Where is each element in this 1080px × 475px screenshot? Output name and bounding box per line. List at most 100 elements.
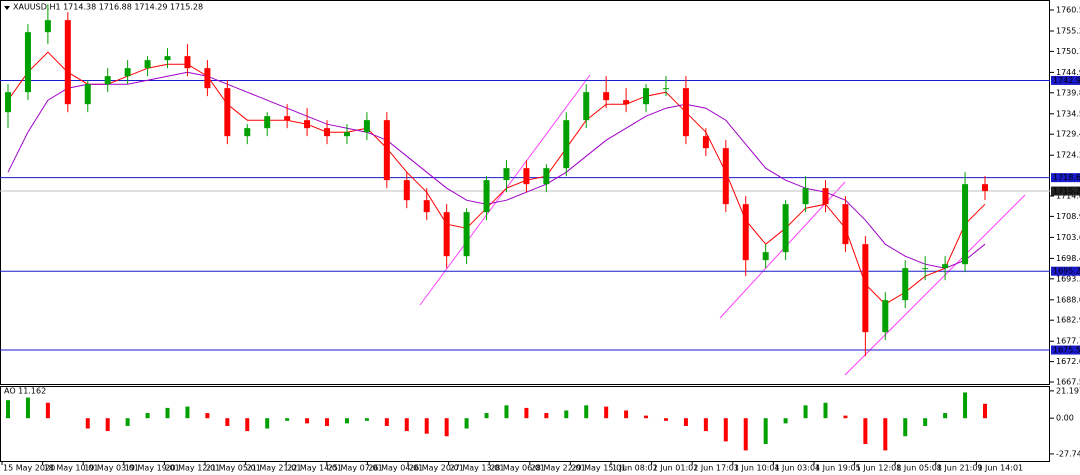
ao-bar (863, 418, 868, 444)
ao-bar (45, 402, 50, 419)
ao-bar (903, 418, 908, 437)
candle-body (443, 212, 450, 257)
candle-body (503, 168, 510, 181)
candle-body (343, 132, 350, 137)
x-tick-label: 9 Jun 14:01 (977, 464, 1023, 473)
ao-y-tick-label: 21.197 (1056, 386, 1080, 395)
ao-bar (524, 407, 529, 419)
candle-body (623, 100, 630, 105)
moving-average (7, 51, 986, 305)
candle-body (662, 88, 669, 90)
price-panel (0, 0, 1050, 385)
candle-body (583, 92, 590, 121)
ao-bar (683, 418, 688, 426)
ao-bar (424, 418, 429, 434)
y-tick-label: 1688.09 (1056, 295, 1080, 304)
x-tick-label: 5 Jun 12:01 (856, 464, 902, 473)
x-tick-label: 26 May 20:01 (409, 464, 464, 473)
candle-body (224, 88, 231, 137)
x-tick-label: 8 Jun 21:01 (937, 464, 983, 473)
ao-bar (484, 413, 489, 419)
level-box (1051, 266, 1080, 276)
x-tick-label: 28 May 06:01 (490, 464, 545, 473)
y-tick-label: 1739.84 (1056, 88, 1080, 97)
candle-body (84, 84, 91, 105)
level-box (1051, 75, 1080, 85)
x-tick-label: 21 May 21:01 (247, 464, 302, 473)
x-tick-label: 18 May 10:01 (44, 464, 99, 473)
candle-body (802, 188, 809, 205)
ao-bar (364, 418, 369, 421)
y-tick-label: 1693.34 (1056, 274, 1080, 283)
ao-bar (165, 407, 170, 419)
ao-bar (404, 418, 409, 432)
level-label: 1675.53 (1053, 346, 1080, 355)
candle-body (483, 180, 490, 213)
x-tick-label: 29 May 15:01 (571, 464, 626, 473)
candle-body (104, 76, 111, 85)
ao-bar (265, 418, 270, 429)
candle-body (982, 184, 988, 192)
candle-body (882, 300, 889, 333)
level-label: 1742.93 (1053, 76, 1080, 85)
ao-bar (963, 392, 968, 419)
ao-bar (923, 418, 928, 426)
x-tick-label: 4 Jun 19:01 (815, 464, 861, 473)
candle-body (682, 88, 689, 137)
current-price-label: 1715.28 (1053, 187, 1080, 196)
candle-body (244, 128, 251, 137)
candle-body (5, 92, 11, 113)
x-tick-label: 1 Jun 08:01 (612, 464, 658, 473)
y-tick-label: 1708.94 (1056, 212, 1080, 221)
x-tick-label: 19 May 03:01 (84, 464, 139, 473)
y-tick-label: 1714.04 (1056, 192, 1080, 201)
candle-body (324, 128, 331, 137)
ao-bar (205, 413, 210, 419)
ao-panel (0, 386, 1050, 462)
trendlines (419, 74, 1026, 376)
candle-body (543, 168, 550, 185)
y-tick-label: 1677.74 (1056, 337, 1080, 346)
ao-bar (504, 405, 509, 419)
x-tick-label: 27 May 13:01 (450, 464, 505, 473)
y-tick-label: 1703.69 (1056, 233, 1080, 242)
candle-body (284, 116, 291, 121)
candle-body (722, 148, 729, 205)
y-tick-label: 1744.94 (1056, 68, 1080, 77)
candle-body (403, 180, 410, 201)
x-tick-label: 25 May 07:01 (328, 464, 383, 473)
candle-body (264, 116, 271, 129)
ao-title: AO 11.162 (4, 387, 46, 396)
x-tick-label: 19 May 19:01 (125, 464, 180, 473)
ao-bar (384, 418, 389, 426)
ao-bar (723, 418, 728, 442)
candle-body (124, 68, 131, 77)
candle-body (762, 252, 769, 261)
menu-arrow[interactable] (4, 6, 10, 10)
ao-bar (185, 406, 190, 419)
x-tick-label: 8 Jun 05:01 (896, 464, 942, 473)
x-tick-label: 3 Jun 10:01 (734, 464, 780, 473)
ao-bar (943, 413, 948, 419)
ao-bar (105, 418, 110, 432)
candle-body (523, 168, 530, 185)
ao-bar (803, 405, 808, 419)
candle-body (742, 204, 749, 261)
candle-body (144, 60, 151, 69)
ao-bar (624, 410, 629, 419)
x-tick-label: 21 May 05:01 (206, 464, 261, 473)
y-tick-label: 1698.44 (1056, 254, 1080, 263)
candle-body (962, 184, 969, 265)
ao-bar (344, 418, 349, 424)
ao-bar (285, 418, 290, 421)
candle-body (822, 188, 829, 205)
ao-bar (823, 402, 828, 419)
candle-body (463, 212, 470, 257)
candle-body (842, 204, 849, 245)
candle-body (603, 92, 610, 101)
x-tick-label: 2 Jun 01:01 (653, 464, 699, 473)
ao-bar (883, 418, 888, 451)
ao-bar (843, 415, 848, 419)
